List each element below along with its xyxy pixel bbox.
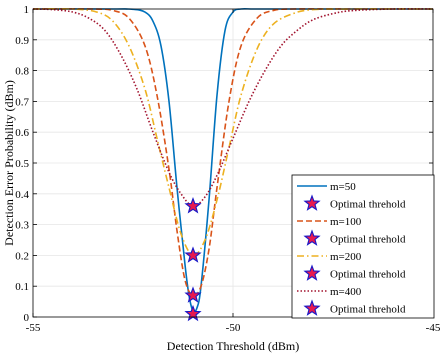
y-tick-label: 0.8 bbox=[15, 66, 29, 78]
optimal-point-m50 bbox=[184, 304, 202, 322]
y-tick-label: 0.5 bbox=[15, 158, 29, 170]
legend-label: m=100 bbox=[330, 216, 362, 228]
y-tick-label: 0.7 bbox=[15, 96, 29, 108]
series-line-m400 bbox=[32, 8, 434, 207]
optimal-markers bbox=[184, 197, 202, 322]
legend-label: Optimal threhold bbox=[330, 269, 406, 281]
optimal-point-m100 bbox=[184, 286, 202, 303]
legend-label: m=50 bbox=[330, 181, 356, 193]
optimal-point-m400 bbox=[184, 197, 202, 214]
legend-label: Optimal threhold bbox=[330, 304, 406, 316]
y-tick-label: 0.3 bbox=[15, 220, 29, 232]
legend-star-icon bbox=[303, 299, 321, 316]
legend-box bbox=[291, 174, 435, 319]
x-tick-label: -45 bbox=[426, 322, 441, 334]
legend-label: Optimal threhold bbox=[330, 199, 406, 211]
y-tick-label: 0.2 bbox=[15, 250, 29, 262]
legend-star-icon bbox=[303, 264, 321, 281]
y-tick-label: 0.1 bbox=[15, 281, 29, 293]
y-tick-label: 0.4 bbox=[15, 189, 29, 201]
legend-star-icon bbox=[303, 229, 321, 246]
legend-label: m=400 bbox=[330, 286, 362, 298]
x-tick-label: -50 bbox=[226, 322, 241, 334]
legend-star-icon bbox=[303, 194, 321, 211]
legend-label: m=200 bbox=[330, 251, 362, 263]
y-tick-label: 0.9 bbox=[15, 35, 29, 47]
y-axis-label: Detection Error Probability (dBm) bbox=[2, 80, 16, 246]
optimal-point-m200 bbox=[184, 246, 202, 263]
x-axis-label: Detection Threshold (dBm) bbox=[167, 339, 299, 353]
y-tick-label: 0.6 bbox=[15, 127, 29, 139]
y-tick-label: 0 bbox=[24, 312, 30, 324]
x-tick-label: -55 bbox=[26, 322, 41, 334]
legend: m=50 Optimal threhold m=100 Optimal threhol… bbox=[291, 174, 435, 319]
y-tick-label: 1 bbox=[24, 4, 30, 16]
axis-ticks: 0 0.1 0.2 0.3 0.4 0.5 0.6 0.7 0.8 0.9 1 -55 -50 -45 bbox=[15, 4, 441, 334]
legend-label: Optimal threhold bbox=[330, 234, 406, 246]
